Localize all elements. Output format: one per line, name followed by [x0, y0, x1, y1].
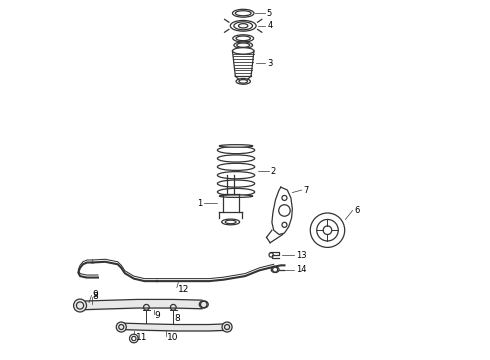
Text: 1: 1 [197, 199, 203, 208]
Ellipse shape [225, 220, 236, 224]
Text: 2: 2 [271, 167, 276, 176]
Ellipse shape [219, 195, 253, 197]
Ellipse shape [234, 22, 252, 30]
Ellipse shape [232, 9, 254, 17]
Ellipse shape [233, 35, 254, 42]
Text: 8: 8 [174, 314, 180, 323]
Ellipse shape [236, 78, 250, 84]
Ellipse shape [236, 36, 250, 41]
Text: 4: 4 [267, 21, 272, 30]
Text: 6: 6 [354, 206, 360, 215]
Circle shape [222, 322, 232, 332]
Ellipse shape [234, 42, 252, 48]
Text: 9: 9 [92, 290, 98, 299]
Ellipse shape [239, 80, 247, 83]
Text: 9: 9 [154, 311, 160, 320]
Ellipse shape [239, 24, 248, 28]
Circle shape [74, 299, 87, 312]
Text: 12: 12 [177, 284, 189, 293]
Ellipse shape [230, 21, 256, 31]
Text: 13: 13 [296, 251, 307, 260]
Circle shape [116, 322, 126, 332]
Ellipse shape [221, 219, 240, 225]
Text: 10: 10 [167, 333, 178, 342]
Ellipse shape [235, 11, 251, 16]
Text: 7: 7 [303, 185, 309, 194]
Text: 5: 5 [267, 9, 272, 18]
Ellipse shape [271, 267, 279, 273]
Text: 3: 3 [267, 59, 272, 68]
Ellipse shape [219, 145, 253, 147]
Text: 14: 14 [296, 265, 307, 274]
Ellipse shape [199, 301, 208, 308]
Text: 11: 11 [136, 333, 147, 342]
Ellipse shape [237, 43, 250, 47]
Ellipse shape [232, 48, 254, 54]
Text: 8: 8 [92, 292, 98, 301]
